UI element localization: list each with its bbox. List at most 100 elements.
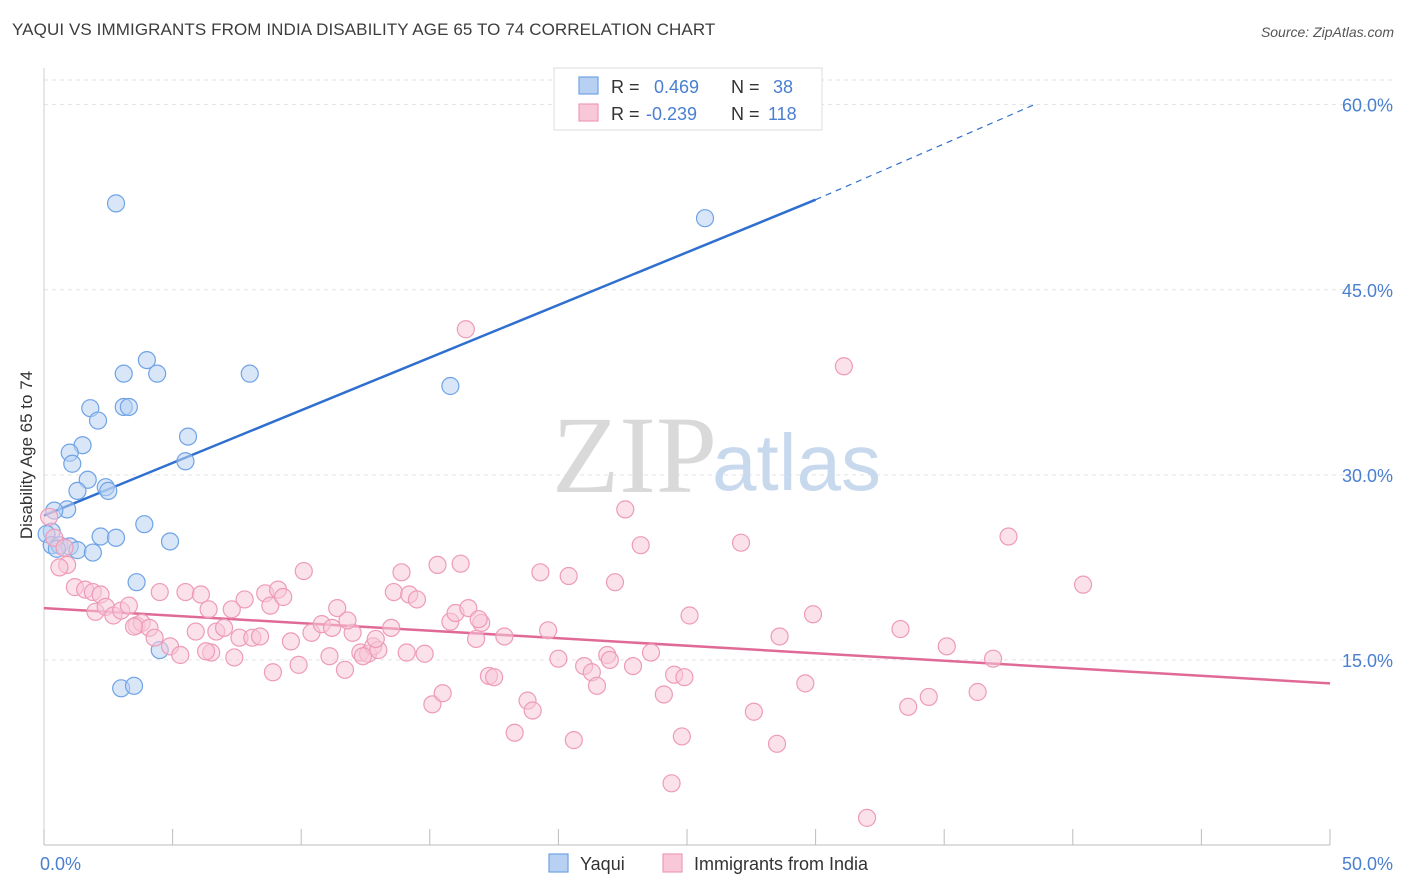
india-point-47 bbox=[322, 618, 342, 637]
india-point-118 bbox=[196, 642, 216, 661]
chart-title: YAQUI VS IMMIGRANTS FROM INDIA DISABILIT… bbox=[12, 20, 716, 39]
india-point-54 bbox=[366, 629, 385, 649]
india-point-103 bbox=[796, 674, 815, 693]
legend-n-value-india: 118 bbox=[768, 104, 797, 124]
chart-source: Source: ZipAtlas.com bbox=[1260, 24, 1394, 40]
legend-r-label-india: R = bbox=[611, 104, 640, 124]
yaqui-point-17 bbox=[68, 481, 87, 500]
india-point-97 bbox=[672, 727, 691, 746]
india-point-81 bbox=[559, 566, 578, 586]
india-point-46 bbox=[328, 598, 347, 618]
india-point-45 bbox=[320, 647, 339, 666]
yaqui-point-26 bbox=[106, 528, 126, 547]
yaqui-point-22 bbox=[135, 515, 154, 534]
x-tick-labels: 0.0% 50.0% bbox=[40, 854, 1393, 874]
yaqui-trend-line bbox=[43, 198, 817, 517]
legend-r-value-india: -0.239 bbox=[646, 104, 697, 124]
india-point-60 bbox=[397, 643, 416, 662]
india-point-95 bbox=[675, 668, 694, 687]
india-point-63 bbox=[428, 555, 447, 575]
india-point-89 bbox=[616, 500, 635, 519]
india-point-41 bbox=[289, 655, 308, 674]
india-point-74 bbox=[495, 627, 514, 646]
legend-r-value-yaqui: 0.469 bbox=[654, 77, 699, 97]
yaqui-point-3 bbox=[114, 364, 133, 383]
india-point-13 bbox=[119, 596, 138, 615]
data-points bbox=[37, 194, 1093, 827]
y-tick-label-2: 45.0% bbox=[1342, 281, 1393, 301]
india-point-23 bbox=[186, 622, 205, 641]
watermark-zip: ZIP bbox=[552, 394, 717, 516]
trend-lines bbox=[43, 104, 1331, 685]
india-point-40 bbox=[281, 632, 301, 651]
yaqui-point-25 bbox=[91, 527, 110, 546]
india-point-77 bbox=[523, 701, 542, 720]
india-point-32 bbox=[235, 590, 254, 609]
india-point-112 bbox=[983, 649, 1003, 668]
india-point-17 bbox=[145, 628, 164, 647]
india-point-19 bbox=[150, 582, 169, 602]
yaqui-point-16 bbox=[78, 470, 97, 489]
y-tick-label-0: 15.0% bbox=[1342, 651, 1393, 671]
yaqui-point-0 bbox=[106, 194, 126, 213]
india-point-91 bbox=[631, 536, 650, 555]
yaqui-point-6 bbox=[441, 376, 460, 396]
india-point-4 bbox=[50, 558, 69, 577]
india-point-42 bbox=[294, 561, 313, 581]
india-point-55 bbox=[382, 618, 401, 637]
yaqui-point-33 bbox=[127, 573, 146, 592]
watermark-atlas: atlas bbox=[712, 418, 881, 507]
india-point-104 bbox=[803, 605, 823, 624]
india-point-28 bbox=[214, 618, 234, 637]
legend-bottom-label-yaqui: Yaqui bbox=[580, 854, 625, 874]
india-point-34 bbox=[250, 627, 270, 646]
india-trend-line bbox=[43, 606, 1331, 685]
india-point-99 bbox=[731, 533, 751, 552]
india-point-105 bbox=[834, 357, 853, 376]
india-point-85 bbox=[587, 676, 607, 695]
india-point-73 bbox=[485, 668, 504, 687]
yaqui-trend-extension bbox=[815, 104, 1035, 201]
legend-bottom-swatch-yaqui bbox=[548, 853, 569, 873]
legend-top: R = 0.469 N = 38 R = -0.239 N = 118 bbox=[553, 67, 823, 131]
india-point-79 bbox=[539, 621, 558, 640]
india-point-107 bbox=[891, 619, 910, 639]
india-point-2 bbox=[55, 538, 74, 557]
yaqui-point-15 bbox=[176, 452, 195, 471]
legend-r-label-yaqui: R = bbox=[611, 77, 640, 97]
india-point-78 bbox=[531, 563, 550, 582]
legend-n-label-yaqui: N = bbox=[731, 77, 760, 97]
y-tick-labels: 15.0% 30.0% 45.0% 60.0% bbox=[1342, 96, 1393, 671]
india-point-67 bbox=[451, 554, 470, 573]
legend-swatch-yaqui bbox=[578, 76, 599, 95]
india-point-96 bbox=[680, 606, 699, 625]
india-point-64 bbox=[433, 684, 452, 703]
india-point-114 bbox=[1073, 575, 1093, 594]
india-point-39 bbox=[263, 663, 283, 682]
yaqui-point-36 bbox=[124, 676, 144, 695]
india-point-111 bbox=[968, 682, 987, 702]
legend-n-value-yaqui: 38 bbox=[773, 77, 793, 97]
legend-bottom-swatch-india bbox=[662, 853, 683, 873]
india-point-22 bbox=[176, 582, 195, 602]
india-point-110 bbox=[937, 637, 956, 656]
india-point-93 bbox=[654, 685, 673, 704]
india-point-36 bbox=[261, 596, 280, 615]
india-point-90 bbox=[623, 656, 643, 676]
india-point-48 bbox=[335, 660, 355, 679]
india-point-113 bbox=[999, 527, 1018, 546]
india-point-31 bbox=[225, 648, 244, 667]
india-point-109 bbox=[919, 687, 938, 707]
india-point-62 bbox=[423, 695, 442, 714]
india-point-80 bbox=[549, 649, 568, 668]
india-point-108 bbox=[899, 697, 918, 716]
x-tick-label-1: 50.0% bbox=[1342, 854, 1393, 874]
legend-swatch-india bbox=[578, 103, 599, 122]
yaqui-point-14 bbox=[63, 454, 82, 473]
india-point-116 bbox=[353, 647, 373, 666]
india-point-101 bbox=[767, 734, 787, 753]
india-point-75 bbox=[505, 723, 524, 742]
yaqui-point-4 bbox=[148, 364, 167, 383]
legend-bottom: Yaqui Immigrants from India bbox=[548, 853, 869, 874]
india-point-68 bbox=[459, 598, 478, 618]
